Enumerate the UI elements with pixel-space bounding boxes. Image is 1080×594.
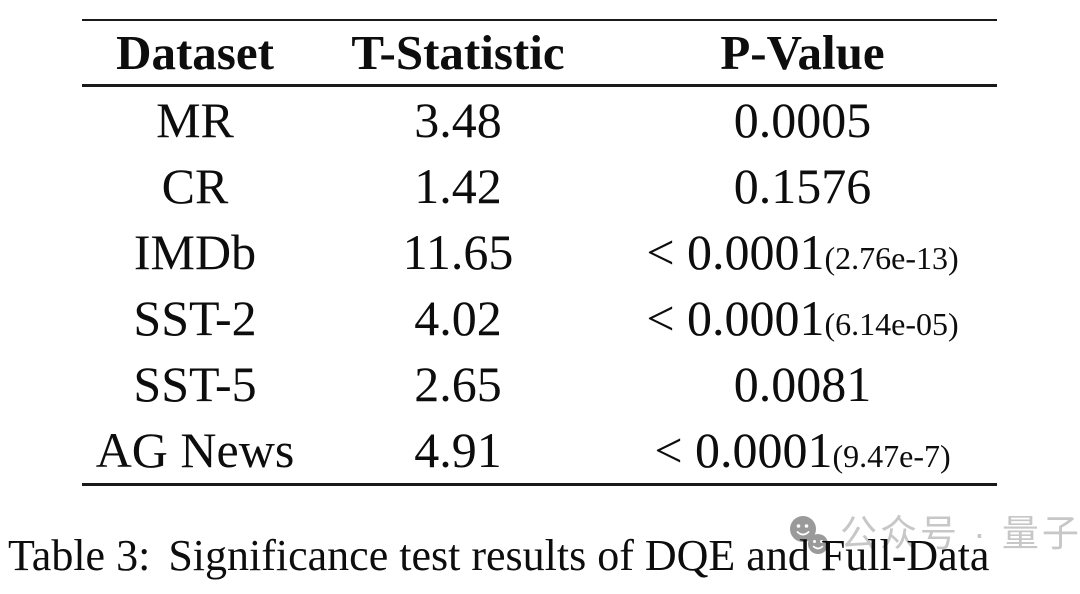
table-row: CR 1.42 0.1576 [82,153,997,219]
caption-label: Table 3: [8,531,151,580]
p-value-note: (6.14e-05) [824,306,959,342]
table-header-rule [82,84,997,87]
p-value-main: 0.0081 [733,356,872,412]
table-row: SST-5 2.65 0.0081 [82,351,997,417]
p-value-main: 0.1576 [733,158,872,214]
column-header-dataset: Dataset [116,25,274,80]
p-value-main: < 0.0001 [654,422,833,478]
table-row: IMDb 11.65 < 0.0001(2.76e-13) [82,219,997,285]
table-caption: Table 3: Significance test results of DQE… [8,531,1080,582]
caption-text: Significance test results of DQE and Ful… [168,531,990,580]
t-statistic-cell: 1.42 [414,158,502,214]
p-value-main: 0.0005 [733,92,872,148]
table-row: MR 3.48 0.0005 [82,87,997,153]
p-value-cell: < 0.0001(2.76e-13) [608,227,997,277]
dataset-cell: AG News [95,422,295,478]
t-statistic-cell: 4.02 [414,290,502,346]
dataset-cell: MR [156,92,234,148]
t-statistic-cell: 4.91 [414,422,502,478]
p-value-cell: 0.1576 [608,161,997,211]
table-header-row: Dataset T-Statistic P-Value [82,21,997,84]
dataset-cell: IMDb [133,224,257,280]
table-row: AG News 4.91 < 0.0001(9.47e-7) [82,417,997,483]
table-bottom-rule [82,483,997,486]
table-top-rule [82,19,997,21]
dataset-cell: CR [161,158,229,214]
p-value-cell: 0.0081 [608,359,997,409]
t-statistic-cell: 3.48 [414,92,502,148]
p-value-cell: < 0.0001(6.14e-05) [608,293,997,343]
p-value-note: (9.47e-7) [832,438,951,474]
dataset-cell: SST-2 [133,290,257,346]
p-value-cell: < 0.0001(9.47e-7) [608,425,997,475]
dataset-cell: SST-5 [133,356,257,412]
p-value-cell: 0.0005 [608,95,997,145]
t-statistic-cell: 11.65 [402,224,514,280]
table-row: SST-2 4.02 < 0.0001(6.14e-05) [82,285,997,351]
p-value-main: < 0.0001 [646,224,825,280]
p-value-note: (2.76e-13) [824,240,959,276]
t-statistic-cell: 2.65 [414,356,502,412]
column-header-t-statistic: T-Statistic [351,25,565,80]
column-header-p-value: P-Value [720,25,885,80]
significance-table: Dataset T-Statistic P-Value MR 3.48 0.00… [82,19,997,486]
p-value-main: < 0.0001 [646,290,825,346]
